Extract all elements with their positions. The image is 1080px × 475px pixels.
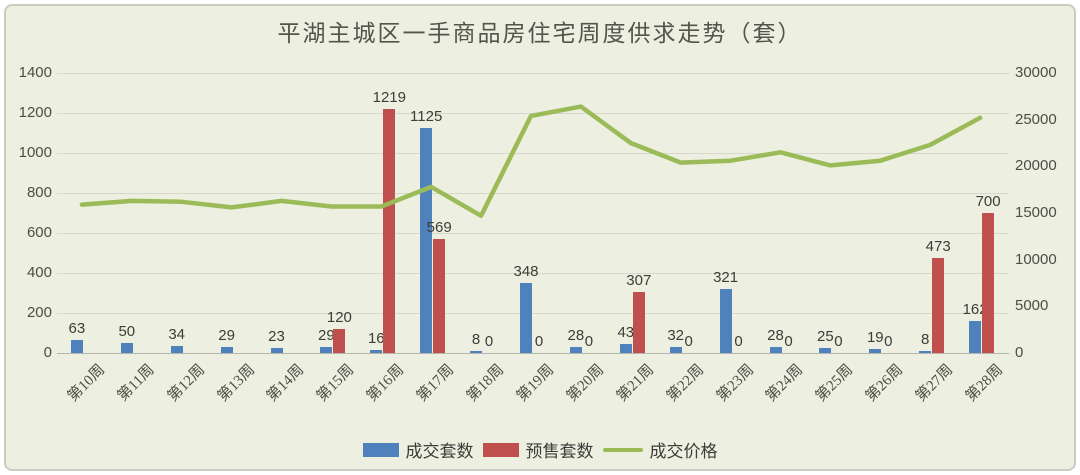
deal-count-bar bbox=[919, 351, 932, 353]
left-axis-tick: 200 bbox=[26, 304, 52, 321]
deal-count-bar bbox=[619, 344, 632, 353]
right-axis-tick: 20000 bbox=[1015, 157, 1057, 175]
deal-count-value: 16 bbox=[367, 329, 385, 347]
presale-count-value: 0 bbox=[834, 333, 843, 350]
left-axis-tick: 1200 bbox=[18, 104, 52, 121]
right-axis-tick: 30000 bbox=[1015, 64, 1057, 81]
presale-count-value: 569 bbox=[426, 219, 452, 237]
left-axis-tick: 400 bbox=[26, 264, 52, 281]
presale-count-bar bbox=[333, 329, 346, 353]
deal-count-bar bbox=[869, 349, 882, 353]
price-line bbox=[79, 104, 983, 219]
legend-label: 成交价格 bbox=[649, 442, 718, 461]
presale-count-bar bbox=[383, 109, 396, 353]
deal-count-value: 162 bbox=[962, 300, 988, 318]
deal-count-value: 19 bbox=[866, 329, 884, 347]
deal-count-bar bbox=[120, 343, 133, 353]
legend-item-2: 预售套数 bbox=[482, 437, 594, 462]
deal-count-value: 8 bbox=[921, 331, 930, 349]
deal-count-bar bbox=[420, 128, 433, 353]
gridline bbox=[57, 233, 1009, 234]
deal-count-value: 321 bbox=[713, 268, 739, 286]
right-axis-tick: 25000 bbox=[1015, 110, 1057, 128]
deal-count-bar bbox=[669, 346, 682, 353]
chart-legend: 成交套数 预售套数 成交价格 bbox=[0, 437, 1080, 462]
deal-count-value: 28 bbox=[567, 327, 585, 345]
left-axis-tick: 800 bbox=[26, 184, 52, 201]
gridline bbox=[57, 73, 1009, 74]
legend-item-3: 成交价格 bbox=[602, 437, 718, 462]
presale-count-value: 473 bbox=[925, 238, 951, 256]
presale-count-value: 700 bbox=[975, 193, 1001, 210]
deal-count-value: 63 bbox=[68, 320, 86, 338]
gridline bbox=[57, 353, 1009, 354]
right-axis-tick: 15000 bbox=[1015, 204, 1057, 221]
presale-count-value: 0 bbox=[484, 333, 494, 350]
deal-count-value: 348 bbox=[513, 263, 539, 281]
chart-title: 平湖主城区一手商品房住宅周度供求走势（套） bbox=[277, 21, 803, 46]
left-axis-tick: 1000 bbox=[18, 144, 52, 161]
deal-count-bar bbox=[370, 349, 383, 353]
chart-frame bbox=[4, 4, 1076, 471]
deal-count-bar bbox=[220, 347, 233, 353]
gridline bbox=[57, 313, 1009, 314]
presale-count-value: 307 bbox=[626, 271, 652, 289]
deal-count-value: 32 bbox=[667, 326, 685, 344]
deal-count-bar bbox=[769, 347, 782, 353]
presale-count-value: 1219 bbox=[372, 89, 406, 107]
deal-count-bar bbox=[70, 340, 83, 353]
presale-count-bar bbox=[932, 258, 945, 353]
deal-count-value: 29 bbox=[218, 327, 235, 345]
deal-count-bar bbox=[470, 351, 483, 353]
presale-count-value: 0 bbox=[584, 333, 594, 350]
deal-count-value: 28 bbox=[767, 327, 784, 345]
deal-count-value: 29 bbox=[318, 327, 335, 345]
deal-count-bar bbox=[719, 288, 732, 353]
right-axis-tick: 5000 bbox=[1015, 297, 1049, 315]
legend-label: 预售套数 bbox=[525, 442, 594, 461]
presale-count-bar bbox=[632, 291, 645, 353]
deal-count-value: 50 bbox=[118, 323, 136, 340]
left-axis-tick: 1400 bbox=[18, 64, 52, 81]
gridline bbox=[57, 273, 1009, 274]
deal-count-bar bbox=[170, 346, 183, 353]
presale-count-bar bbox=[982, 213, 995, 353]
right-axis-tick: 0 bbox=[1015, 344, 1024, 361]
deal-count-bar bbox=[520, 283, 532, 353]
presale-count-bar bbox=[433, 239, 446, 353]
deal-count-bar bbox=[270, 348, 283, 353]
presale-count-value: 0 bbox=[884, 333, 893, 350]
deal-count-bar bbox=[320, 347, 333, 353]
gridline bbox=[57, 153, 1009, 154]
legend-label: 成交套数 bbox=[405, 442, 474, 461]
presale-count-value: 120 bbox=[326, 309, 352, 326]
legend-bar-swatch bbox=[482, 442, 519, 457]
deal-count-value: 8 bbox=[471, 331, 481, 349]
deal-count-value: 23 bbox=[268, 328, 285, 346]
left-axis-tick: 0 bbox=[43, 344, 52, 361]
deal-count-bar bbox=[969, 320, 982, 353]
legend-bar-swatch bbox=[362, 442, 399, 457]
deal-count-bar bbox=[569, 347, 582, 353]
right-axis-tick: 10000 bbox=[1015, 250, 1057, 268]
presale-count-value: 0 bbox=[734, 333, 743, 350]
legend-item-1: 成交套数 bbox=[362, 437, 474, 462]
deal-count-value: 25 bbox=[817, 328, 834, 345]
presale-count-value: 0 bbox=[534, 333, 544, 350]
left-axis-tick: 600 bbox=[26, 224, 52, 241]
deal-count-value: 34 bbox=[168, 326, 186, 344]
presale-count-value: 0 bbox=[684, 333, 693, 350]
legend-line-swatch bbox=[602, 447, 643, 452]
deal-count-value: 43 bbox=[617, 324, 635, 342]
deal-count-value: 1125 bbox=[410, 108, 443, 125]
gridline bbox=[57, 193, 1009, 194]
deal-count-bar bbox=[819, 348, 832, 353]
presale-count-value: 0 bbox=[784, 333, 793, 350]
